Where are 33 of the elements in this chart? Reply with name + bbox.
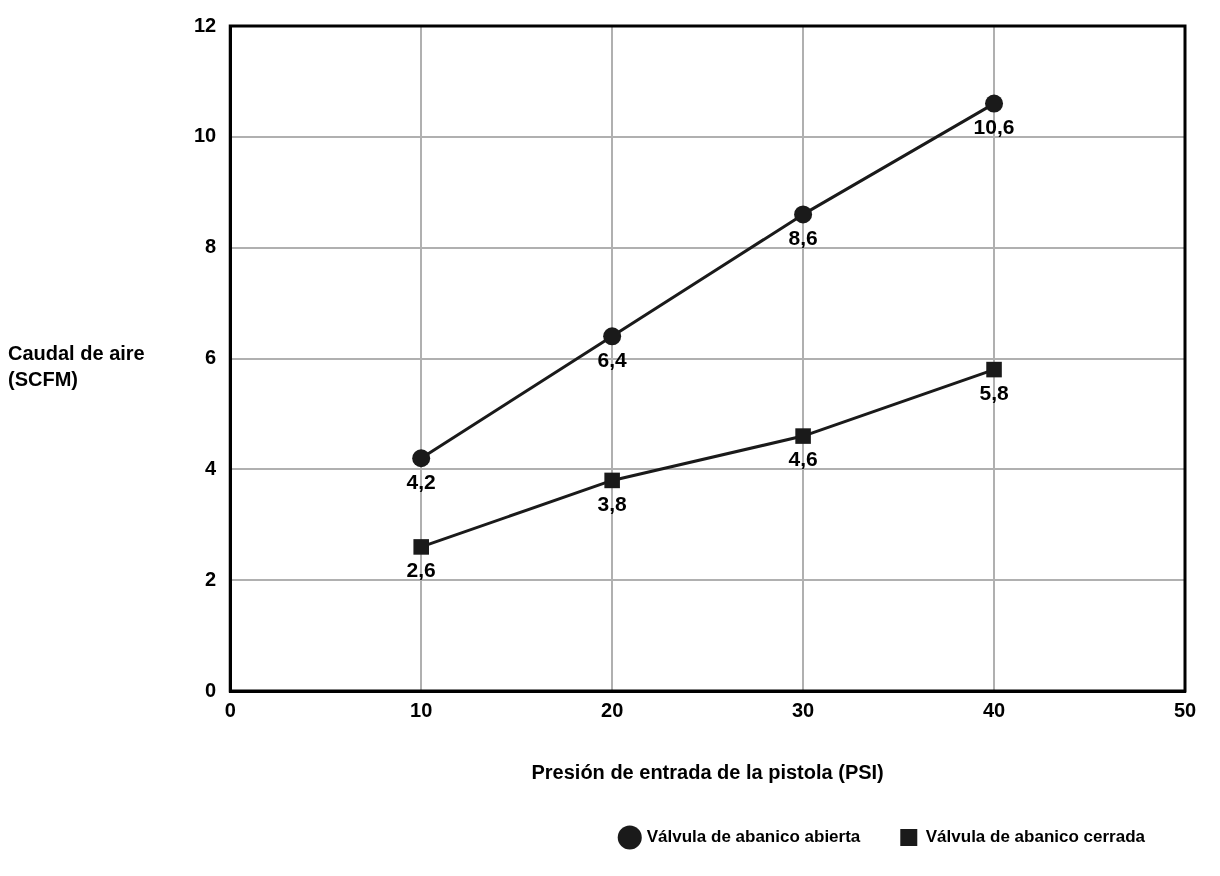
point [604,472,620,489]
y-tick-label: 2 [205,567,217,590]
x-tick-label: 20 [601,698,624,721]
y-tick-label: 4 [205,456,218,479]
data-label: 5,8 [979,380,1009,404]
point [603,327,622,346]
y-tick-label: 10 [194,124,217,147]
legend-label: Válvula de abanico cerrada [925,827,1146,847]
x-tick-label: 0 [224,698,236,721]
x-tick-label: 50 [1173,698,1197,721]
y-tick-label: 0 [205,678,217,701]
x-tick-label: 40 [982,698,1006,721]
x-axis-title: Presión de entrada de la pistola (PSI) [531,760,884,783]
y-tick-label: 8 [205,235,217,258]
y-tick-label: 12 [194,13,217,36]
point [412,449,431,468]
y-tick-label: 6 [205,346,217,369]
legend-label: Válvula de abanico abierta [646,827,861,847]
x-tick-label: 30 [791,698,815,721]
data-label: 8,6 [788,225,818,249]
data-label: 10,6 [973,114,1015,138]
point [795,428,811,444]
data-label: 6,4 [597,347,628,371]
x-tick-label: 10 [410,698,433,721]
data-label: 4,6 [788,447,818,471]
data-label: 3,8 [597,491,628,515]
point [986,361,1002,378]
data-label: 2,6 [406,558,436,582]
data-label: 4,2 [406,469,436,493]
point [985,94,1004,113]
point [794,205,813,224]
point [413,539,429,555]
y-axis-title: Caudal de aire (SCFM) [8,341,146,392]
